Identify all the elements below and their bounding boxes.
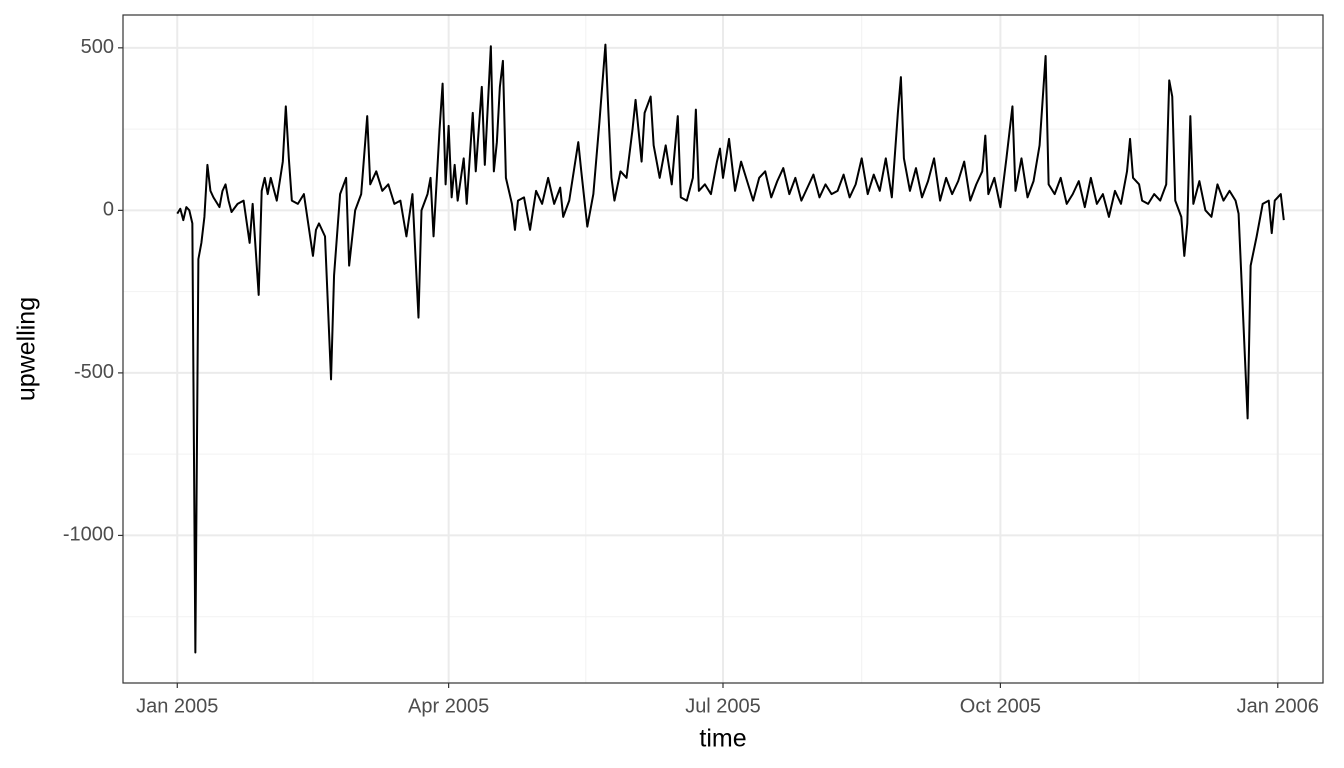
x-axis-title: time (699, 725, 746, 753)
y-tick-label: 0 (103, 199, 114, 221)
x-tick-label: Oct 2005 (960, 695, 1041, 717)
y-tick-label: 500 (81, 36, 114, 58)
x-tick-label: Apr 2005 (408, 695, 489, 717)
x-tick-label: Jul 2005 (685, 695, 761, 717)
data-line (176, 43, 1285, 654)
y-axis-title: upwelling (13, 297, 41, 401)
grid (123, 15, 1323, 683)
x-tick-label: Jan 2006 (1237, 695, 1319, 717)
y-tick-label: -1000 (63, 524, 114, 546)
x-tick-label: Jan 2005 (136, 695, 218, 717)
y-tick-label: -500 (74, 361, 114, 383)
plot (176, 43, 1285, 654)
